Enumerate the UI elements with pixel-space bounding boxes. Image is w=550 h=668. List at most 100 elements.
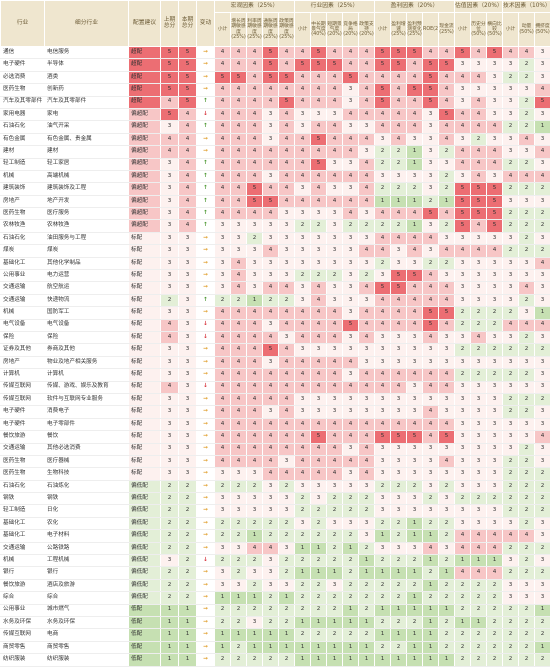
factor-score: 2 (262, 603, 279, 617)
factor-score: 2 (278, 479, 295, 494)
industry-row: 纺织服装 纺织服装 低配 1 1 → 2 2 2 2 2 1 1 1 1 1 1 1 1 1 1 2 2 2 2 2 2 (0, 653, 550, 667)
factor-header: 短期景气度(20%) (326, 12, 343, 47)
factor-score: 4 (246, 380, 263, 394)
industry-row: 机械 国防军工 标配 3 3 → 4 4 4 4 4 4 4 4 3 4 4 4 4 5 5 2 2 2 2 3 1 (0, 306, 550, 320)
factor-score: 3 (374, 169, 391, 184)
factor-score: 3 (502, 516, 520, 531)
factor-score: 1 (422, 653, 439, 667)
factor-score: 4 (246, 58, 263, 72)
factor-score: 4 (230, 380, 247, 394)
factor-header: 竞争格局(20%) (342, 12, 359, 47)
factor-score: 4 (214, 306, 231, 320)
factor-score: 4 (278, 467, 295, 481)
factor-score: 3 (406, 492, 423, 506)
allocation: 标配 (128, 343, 161, 357)
industry: 煤炭 (0, 244, 45, 258)
factor-score: 2 (342, 492, 359, 506)
factor-score: 3 (358, 207, 375, 221)
factor-score: 4 (214, 95, 231, 109)
factor-score: 4 (230, 330, 247, 345)
factor-score: 3 (518, 256, 536, 271)
factor-score: 4 (278, 145, 295, 159)
factor-score: 3 (342, 83, 359, 97)
factor-score: 5 (374, 430, 391, 444)
factor-score: 4 (502, 45, 520, 60)
factor-score: 4 (294, 318, 311, 333)
factor-score: 3 (214, 541, 231, 556)
factor-score: 2 (294, 628, 311, 642)
factor-score: 4 (406, 207, 423, 221)
factor-score: 2 (374, 578, 391, 593)
factor-score: 3 (390, 405, 407, 419)
current-score: 2 (178, 504, 197, 518)
allocation: 偏超配 (128, 194, 161, 209)
factor-score: 4 (294, 157, 311, 171)
factor-score: 2 (518, 95, 536, 109)
factor-score: 3 (485, 132, 504, 147)
factor-score: 2 (485, 615, 504, 630)
factor-score: 3 (358, 343, 375, 357)
factor-score: 4 (358, 318, 375, 333)
factor-score: 2 (485, 306, 504, 320)
factor-score: 1 (438, 603, 455, 617)
factor-score: 5 (390, 45, 407, 60)
sub-industry: 工程机械 (44, 553, 129, 568)
industry: 家用电器 (0, 107, 45, 122)
factor-score: 4 (358, 281, 375, 295)
factor-score: 4 (422, 417, 439, 432)
factor-score: 3 (534, 107, 550, 122)
industry-row: 汽车及其零部件 汽车及其零部件 超配 4 5 ↑ 4 4 4 4 5 4 4 4 3 4 5 4 4 5 4 3 4 3 3 2 5 (0, 95, 550, 109)
industry: 传媒互联网 (0, 392, 45, 407)
factor-score: 1 (406, 566, 423, 580)
previous-score: 3 (160, 343, 179, 357)
factor-score: 2 (438, 578, 455, 593)
factor-score: 2 (406, 182, 423, 196)
factor-score: 1 (342, 615, 359, 630)
factor-header: 中长期景气度(40%) (310, 12, 327, 47)
industry-row: 家用电器 家电 偏超配 5 4 ↓ 4 4 4 3 4 3 3 3 4 4 4 4 4 3 5 4 4 3 3 2 3 (0, 107, 550, 122)
previous-score: 1 (160, 653, 179, 667)
current-score: 3 (178, 430, 197, 444)
factor-score: 4 (214, 157, 231, 171)
factor-score: 2 (390, 529, 407, 543)
factor-score: 1 (358, 566, 375, 580)
factor-score: 3 (518, 430, 536, 444)
change: ↓ (196, 107, 215, 122)
change: → (196, 504, 215, 518)
factor-score: 3 (358, 405, 375, 419)
factor-score: 3 (534, 380, 550, 394)
factor-score: 4 (294, 70, 311, 85)
factor-score: 3 (230, 504, 247, 518)
factor-score: 2 (230, 603, 247, 617)
factor-score: 3 (454, 231, 471, 246)
factor-score: 1 (406, 591, 423, 605)
factor-score: 3 (502, 281, 520, 295)
current-score: 5 (178, 70, 197, 85)
factor-score: 4 (278, 45, 295, 60)
factor-score: 3 (326, 231, 343, 246)
industry: 电子硬件 (0, 405, 45, 419)
factor-score: 4 (406, 58, 423, 72)
allocation: 偏低配 (128, 541, 161, 556)
factor-score: 4 (438, 95, 455, 109)
factor-score: 1 (310, 541, 327, 556)
factor-score: 2 (262, 516, 279, 531)
factor-score: 3 (406, 504, 423, 518)
factor-score: 4 (294, 430, 311, 444)
factor-score: 2 (502, 640, 520, 655)
factor-score: 3 (358, 256, 375, 271)
factor-score: 3 (310, 107, 327, 122)
industry-row: 石油石化 油气开采 偏超配 3 4 ↑ 4 4 4 3 4 3 4 4 3 3 4 4 4 3 4 4 4 4 2 2 1 (0, 120, 550, 134)
factor-score: 4 (326, 194, 343, 209)
factor-score: 3 (502, 256, 520, 271)
factor-score: 2 (518, 653, 536, 667)
factor-score: 2 (534, 182, 550, 196)
factor-score: 2 (502, 492, 520, 506)
factor-score: 3 (326, 182, 343, 196)
factor-score: 2 (534, 566, 550, 580)
sub-industry: 家电 (44, 107, 129, 122)
factor-score: 3 (422, 392, 439, 407)
change: ↑ (196, 95, 215, 109)
factor-score: 4 (438, 368, 455, 382)
factor-score: 3 (438, 467, 455, 481)
